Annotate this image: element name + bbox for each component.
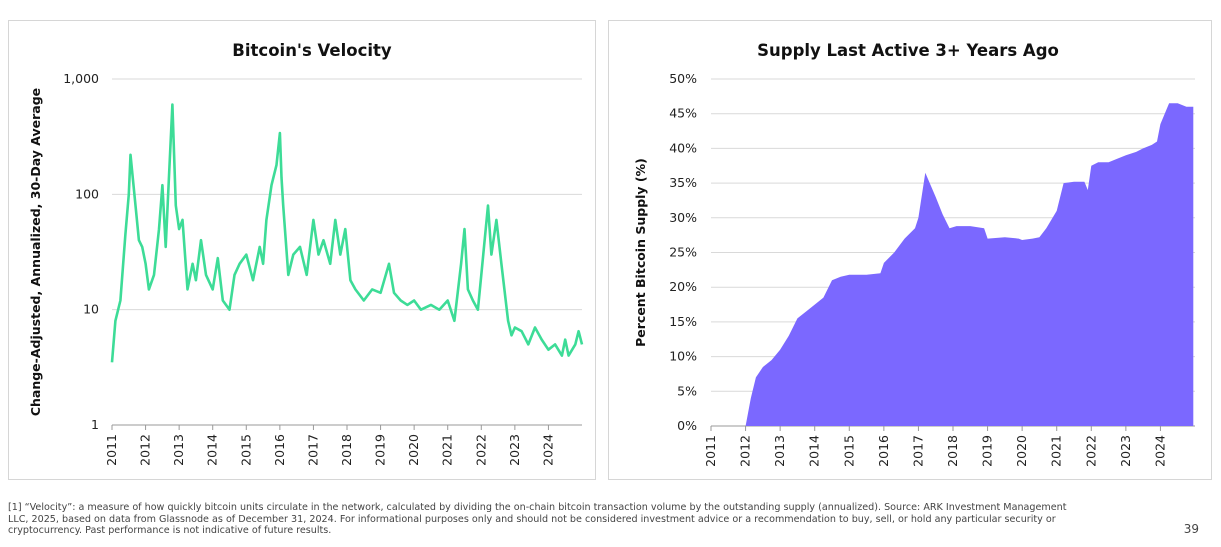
x-tick-label: 2022 xyxy=(1083,435,1098,467)
x-tick-label: 2011 xyxy=(104,434,119,466)
x-tick-label: 2013 xyxy=(772,435,787,467)
x-tick-label: 2020 xyxy=(406,434,421,466)
y-tick-label: 15% xyxy=(669,314,697,329)
y-tick-label: 10% xyxy=(669,349,697,364)
supply-area xyxy=(745,103,1194,427)
y-tick-label: 25% xyxy=(669,245,697,260)
velocity-chart-panel: Bitcoin's Velocity Change-Adjusted, Annua… xyxy=(8,20,596,480)
x-tick-label: 2019 xyxy=(980,435,995,467)
y-tick-label: 1 xyxy=(91,417,99,432)
x-tick-label: 2018 xyxy=(339,434,354,466)
y-tick-label: 5% xyxy=(677,383,697,398)
y-axis-label: Change-Adjusted, Annualized, 30-Day Aver… xyxy=(28,88,43,416)
y-tick-label: 30% xyxy=(669,210,697,225)
x-tick-label: 2018 xyxy=(945,435,960,467)
x-tick-label: 2017 xyxy=(305,434,320,466)
x-tick-label: 2012 xyxy=(138,434,153,466)
x-tick-label: 2020 xyxy=(1014,435,1029,467)
y-tick-label: 40% xyxy=(669,140,697,155)
y-tick-label: 10 xyxy=(83,302,99,317)
y-tick-label: 0% xyxy=(677,418,697,433)
velocity-chart: Bitcoin's Velocity Change-Adjusted, Annua… xyxy=(28,41,584,466)
x-tick-label: 2017 xyxy=(910,435,925,467)
x-tick-label: 2022 xyxy=(473,434,488,466)
velocity-line xyxy=(110,103,584,363)
y-tick-label: 100 xyxy=(75,186,99,201)
chart-title: Supply Last Active 3+ Years Ago xyxy=(757,41,1059,60)
y-tick-label: 50% xyxy=(669,71,697,86)
x-tick-label: 2019 xyxy=(373,434,388,466)
y-tick-label: 20% xyxy=(669,279,697,294)
x-tick-label: 2024 xyxy=(540,434,555,466)
x-tick-label: 2024 xyxy=(1152,435,1167,467)
x-tick-label: 2016 xyxy=(272,434,287,466)
x-tick-label: 2023 xyxy=(507,434,522,466)
x-tick-label: 2012 xyxy=(738,435,753,467)
x-tick-label: 2015 xyxy=(841,435,856,467)
x-tick-label: 2023 xyxy=(1118,435,1133,467)
x-tick-label: 2021 xyxy=(1049,435,1064,467)
x-tick-label: 2013 xyxy=(171,434,186,466)
y-tick-label: 35% xyxy=(669,175,697,190)
x-tick-label: 2021 xyxy=(440,434,455,466)
supply-chart: Supply Last Active 3+ Years Ago Percent B… xyxy=(633,41,1195,467)
x-tick-label: 2014 xyxy=(807,435,822,467)
footnote: [1] “Velocity”: a measure of how quickly… xyxy=(8,502,1067,537)
supply-chart-panel: Supply Last Active 3+ Years Ago Percent B… xyxy=(608,20,1212,480)
page-number: 39 xyxy=(1183,522,1199,536)
x-tick-label: 2016 xyxy=(876,435,891,467)
chart-title: Bitcoin's Velocity xyxy=(232,41,392,60)
y-tick-label: 45% xyxy=(669,106,697,121)
x-tick-label: 2014 xyxy=(205,434,220,466)
y-axis-label: Percent Bitcoin Supply (%) xyxy=(633,158,648,347)
x-tick-label: 2015 xyxy=(238,434,253,466)
x-tick-label: 2011 xyxy=(703,435,718,467)
y-tick-label: 1,000 xyxy=(63,71,99,86)
